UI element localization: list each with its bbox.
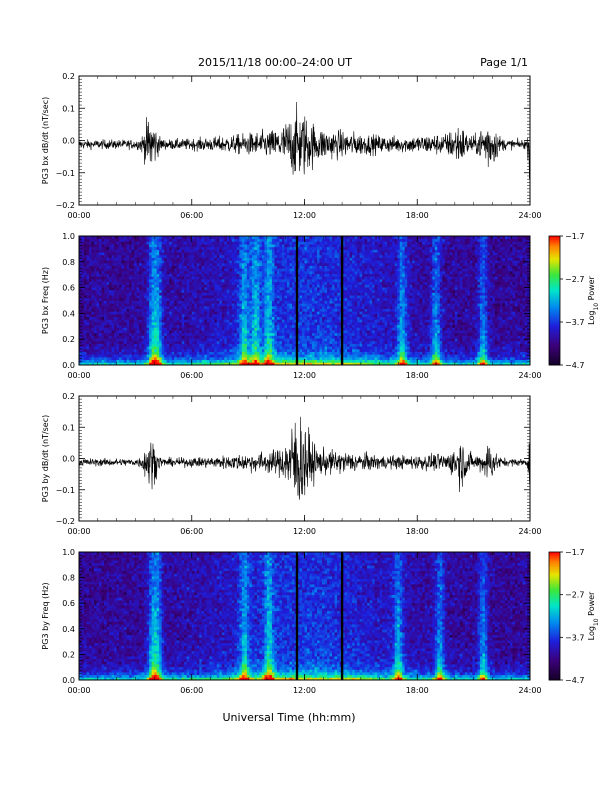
x-tick-label: 24:00 — [518, 211, 541, 220]
x-tick-label: 06:00 — [180, 211, 203, 220]
x-tick-label: 18:00 — [406, 527, 429, 536]
y-tick-label: 0.2 — [62, 392, 75, 401]
dbdt-trace — [78, 102, 531, 180]
panel-3: 0.2 0.1 0.0 −0.1 −0.200:00 06:00 12:00 18:00 24:… — [41, 392, 542, 536]
page-number: Page 1/1 — [480, 56, 528, 69]
colorbar-label: Log10 Power — [587, 275, 600, 324]
x-tick-label: 00:00 — [67, 211, 90, 220]
x-tick-label: 24:00 — [518, 371, 541, 380]
x-tick-label: 18:00 — [406, 686, 429, 695]
x-axis-title: Universal Time (hh:mm) — [223, 711, 356, 724]
x-tick-label: 06:00 — [180, 686, 203, 695]
y-tick-label: 0.8 — [62, 258, 75, 267]
y-tick-label: 0.0 — [62, 137, 75, 146]
x-tick-label: 12:00 — [293, 686, 316, 695]
colorbar-tick-label: −3.7 — [565, 318, 584, 327]
y-tick-label: 0.1 — [62, 423, 75, 432]
x-tick-label: 06:00 — [180, 527, 203, 536]
colorbar-tick-label: −1.7 — [565, 232, 584, 241]
data-gap-line-1 — [295, 236, 299, 365]
data-gap-line-2 — [340, 236, 344, 365]
y-axis-title: PG3 bx dB/dt (nT/sec) — [41, 97, 50, 184]
x-tick-label: 06:00 — [180, 371, 203, 380]
y-tick-label: −0.2 — [56, 201, 75, 210]
y-axis-title: PG3 by Freq (Hz) — [41, 582, 50, 649]
colorbar-label: Log10 Power — [587, 591, 600, 640]
dbdt-trace — [78, 416, 531, 500]
colorbar-tick-label: −4.7 — [565, 361, 584, 370]
x-tick-label: 12:00 — [293, 371, 316, 380]
data-gap-line-1 — [295, 552, 299, 680]
y-tick-label: 0.0 — [62, 455, 75, 464]
y-tick-label: 0.2 — [62, 335, 75, 344]
y-tick-label: 0.0 — [62, 676, 75, 685]
y-tick-label: 0.6 — [62, 599, 75, 608]
colorbar-tick-label: −2.7 — [565, 275, 584, 284]
y-tick-label: 0.4 — [62, 309, 75, 318]
y-tick-label: −0.1 — [56, 486, 75, 495]
spectrogram — [79, 552, 531, 681]
y-tick-label: 0.2 — [62, 650, 75, 659]
y-tick-label: 0.2 — [62, 72, 75, 81]
y-tick-label: 1.0 — [62, 232, 75, 241]
colorbar: −1.7 −2.7 −3.7 −4.7 Log10 Power — [548, 548, 600, 685]
panel-4: −1.7 −2.7 −3.7 −4.7 Log10 Power 1.0 0.8 0.6 0.4 0… — [41, 548, 600, 695]
panel-2: −1.7 −2.7 −3.7 −4.7 Log10 Power 1.0 0.8 0.6 0.4 0… — [41, 232, 600, 380]
colorbar-tick-label: −1.7 — [565, 548, 584, 557]
x-tick-label: 18:00 — [406, 371, 429, 380]
colorbar-tick-label: −2.7 — [565, 591, 584, 600]
y-axis-title: PG3 bx Freq (Hz) — [41, 267, 50, 334]
panel-1: 0.2 0.1 0.0 −0.1 −0.200:00 06:00 12:00 18:00 24:… — [41, 72, 542, 220]
y-tick-label: −0.2 — [56, 517, 75, 526]
y-tick-label: 0.0 — [62, 361, 75, 370]
panels: 0.20.10.0−0.1−0.200:00 06:00 12:00 18:00 24:… — [41, 72, 600, 695]
y-axis-title: PG3 by dB/dt (nT/sec) — [41, 415, 50, 502]
y-tick-label: −0.1 — [56, 169, 75, 178]
colorbar-tick-label: −3.7 — [565, 633, 584, 642]
x-tick-label: 24:00 — [518, 686, 541, 695]
x-tick-label: 00:00 — [67, 371, 90, 380]
spectrogram — [79, 236, 531, 366]
y-tick-label: 0.6 — [62, 284, 75, 293]
y-tick-label: 0.8 — [62, 574, 75, 583]
y-tick-label: 1.0 — [62, 548, 75, 557]
x-tick-label: 12:00 — [293, 211, 316, 220]
x-tick-label: 18:00 — [406, 211, 429, 220]
colorbar: −1.7 −2.7 −3.7 −4.7 Log10 Power — [548, 232, 600, 370]
y-tick-label: 0.1 — [62, 104, 75, 113]
data-gap-line-2 — [340, 552, 344, 680]
x-tick-label: 00:00 — [67, 686, 90, 695]
x-tick-label: 12:00 — [293, 527, 316, 536]
colorbar-tick-label: −4.7 — [565, 676, 584, 685]
x-tick-label: 00:00 — [67, 527, 90, 536]
x-tick-label: 24:00 — [518, 527, 541, 536]
y-tick-label: 0.4 — [62, 625, 75, 634]
chart-title: 2015/11/18 00:00–24:00 UT — [198, 56, 352, 69]
